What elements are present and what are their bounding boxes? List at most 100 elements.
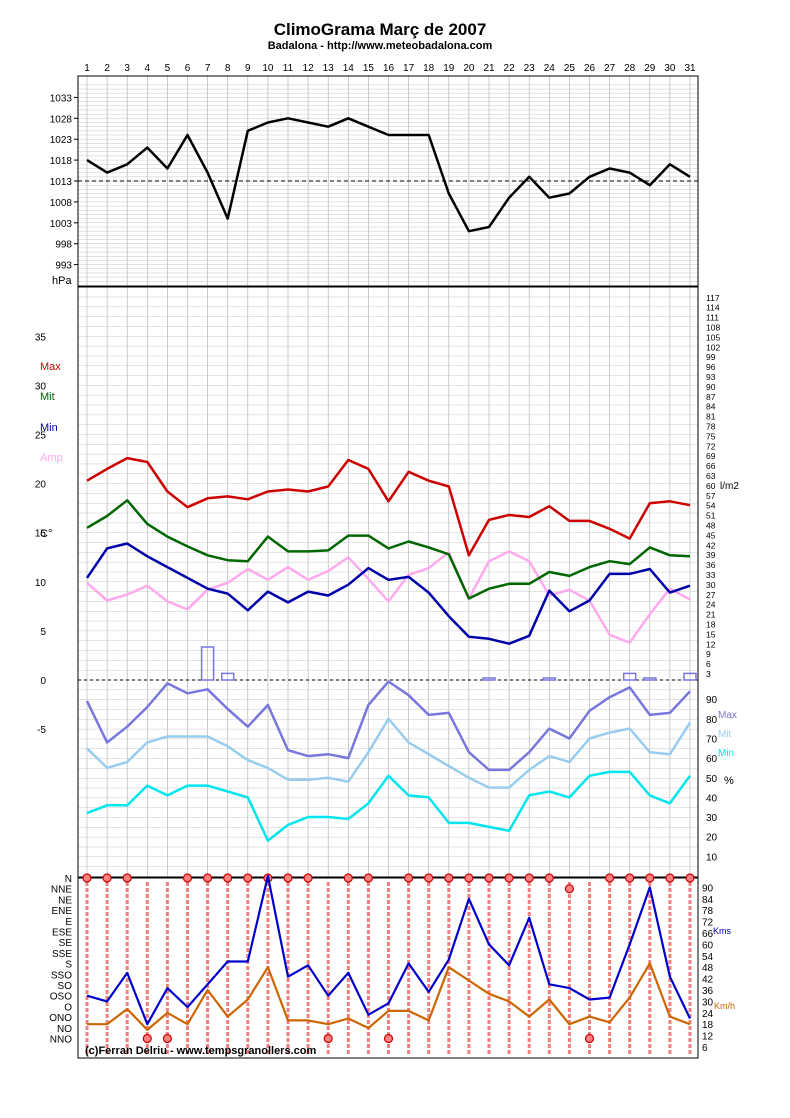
wind-direction-label: NO (57, 1024, 72, 1035)
pressure-tick-label: 1018 (50, 156, 73, 167)
rain-unit-label: l/m2 (720, 481, 739, 492)
wind-speed-tick-label: 54 (702, 952, 714, 963)
day-tick-label: 8 (225, 63, 231, 74)
legend-hum-max: Max (718, 710, 737, 721)
legend-temp-max: Max (40, 361, 61, 373)
day-tick-label: 18 (423, 63, 435, 74)
wind-direction-marker (142, 1033, 152, 1044)
rain-tick-label: 27 (706, 590, 716, 600)
wind-direction-marker (464, 873, 474, 883)
wind-direction-marker (243, 873, 253, 883)
rain-bar (220, 672, 235, 681)
day-tick-label: 24 (544, 63, 556, 74)
wind-direction-marker (544, 873, 554, 883)
wind-direction-marker (122, 873, 132, 883)
rain-tick-label: 60 (706, 481, 716, 491)
rain-tick-label: 114 (706, 303, 720, 313)
wind-direction-label: S (65, 960, 72, 971)
humidity-tick-label: 10 (706, 852, 718, 863)
pressure-tick-label: 1033 (50, 93, 73, 104)
rain-tick-label: 33 (706, 570, 716, 580)
temp-unit-label: C° (40, 528, 52, 540)
day-tick-label: 14 (343, 63, 355, 74)
day-tick-label: 3 (124, 63, 130, 74)
rain-tick-label: 63 (706, 471, 716, 481)
wind-speed-tick-label: 48 (702, 963, 714, 974)
rain-tick-label: 39 (706, 550, 716, 560)
wind-direction-marker (343, 873, 353, 883)
humidity-tick-label: 90 (706, 695, 718, 706)
wind-direction-marker (82, 873, 92, 883)
humidity-tick-label: 40 (706, 793, 718, 804)
wind-direction-label: SE (59, 938, 73, 949)
day-tick-label: 15 (363, 63, 375, 74)
rain-bar (482, 677, 496, 681)
wind-direction-label: ONO (49, 1013, 72, 1024)
legend-hum-mit: Mit (718, 729, 732, 740)
rain-tick-label: 105 (706, 332, 720, 342)
wind-direction-label: SO (58, 981, 73, 992)
wind-direction-marker (665, 873, 675, 883)
day-tick-label: 4 (145, 63, 151, 74)
day-tick-label: 26 (584, 63, 596, 74)
rain-tick-label: 6 (706, 659, 711, 669)
wind-direction-marker (625, 873, 635, 883)
wind-direction-marker (685, 873, 695, 883)
wind-speed-tick-label: 30 (702, 997, 714, 1008)
temp-tick-label: 10 (35, 578, 47, 589)
rain-bar (683, 672, 697, 681)
rain-tick-label: 15 (706, 629, 716, 639)
rain-tick-label: 57 (706, 491, 716, 501)
day-tick-label: 5 (165, 63, 171, 74)
rain-bar (622, 672, 637, 681)
rain-tick-label: 3 (706, 669, 711, 679)
day-tick-label: 23 (524, 63, 536, 74)
wind-direction-label: OSO (50, 992, 72, 1003)
rain-tick-label: 93 (706, 372, 716, 382)
pressure-unit-label: hPa (52, 275, 72, 287)
day-tick-label: 22 (504, 63, 516, 74)
wind-speed-tick-label: 72 (702, 918, 714, 929)
day-tick-label: 19 (443, 63, 455, 74)
humidity-tick-label: 30 (706, 813, 718, 824)
day-tick-label: 6 (185, 63, 191, 74)
wind-speed-tick-label: 12 (702, 1032, 714, 1043)
day-tick-label: 28 (624, 63, 636, 74)
wind-direction-label: SSO (51, 970, 72, 981)
day-tick-label: 29 (644, 63, 656, 74)
humidity-tick-label: 50 (706, 774, 718, 785)
rain-tick-label: 45 (706, 530, 716, 540)
day-tick-label: 17 (403, 63, 415, 74)
pressure-tick-label: 1003 (50, 219, 73, 230)
wind-speed-tick-label: 90 (702, 883, 714, 894)
pressure-tick-label: 1023 (50, 135, 73, 146)
wind-speed-tick-label: 84 (702, 895, 714, 906)
humidity-tick-label: 20 (706, 833, 718, 844)
legend-temp-mit: Mit (40, 391, 55, 403)
rain-tick-label: 78 (706, 422, 716, 432)
wind-direction-label: ESE (52, 928, 72, 939)
day-tick-label: 20 (463, 63, 475, 74)
rain-tick-label: 9 (706, 649, 711, 659)
rain-bar (643, 677, 657, 681)
temp-tick-label: 25 (35, 431, 47, 442)
wind-speed-unit: Kms (713, 926, 732, 936)
day-tick-label: 11 (283, 63, 294, 74)
temp-tick-label: 35 (35, 332, 47, 343)
grid-layer (78, 76, 698, 877)
pressure-tick-label: 1013 (50, 177, 73, 188)
pressure-tick-label: 998 (55, 240, 72, 251)
wind-direction-marker (223, 873, 233, 883)
wind-direction-marker (504, 873, 514, 883)
wind-direction-label: SSE (52, 949, 72, 960)
credit-text: (c)Ferran Delriu - www.tempsgranollers.c… (85, 1045, 316, 1057)
rain-tick-label: 75 (706, 431, 716, 441)
wind-speed-tick-label: 18 (702, 1020, 714, 1031)
day-tick-label: 10 (262, 63, 274, 74)
rain-tick-label: 87 (706, 392, 716, 402)
day-tick-label: 1 (84, 63, 90, 74)
humidity-unit-label: % (724, 775, 734, 787)
wind-direction-label: O (64, 1002, 72, 1013)
wind-direction-marker (363, 873, 373, 883)
